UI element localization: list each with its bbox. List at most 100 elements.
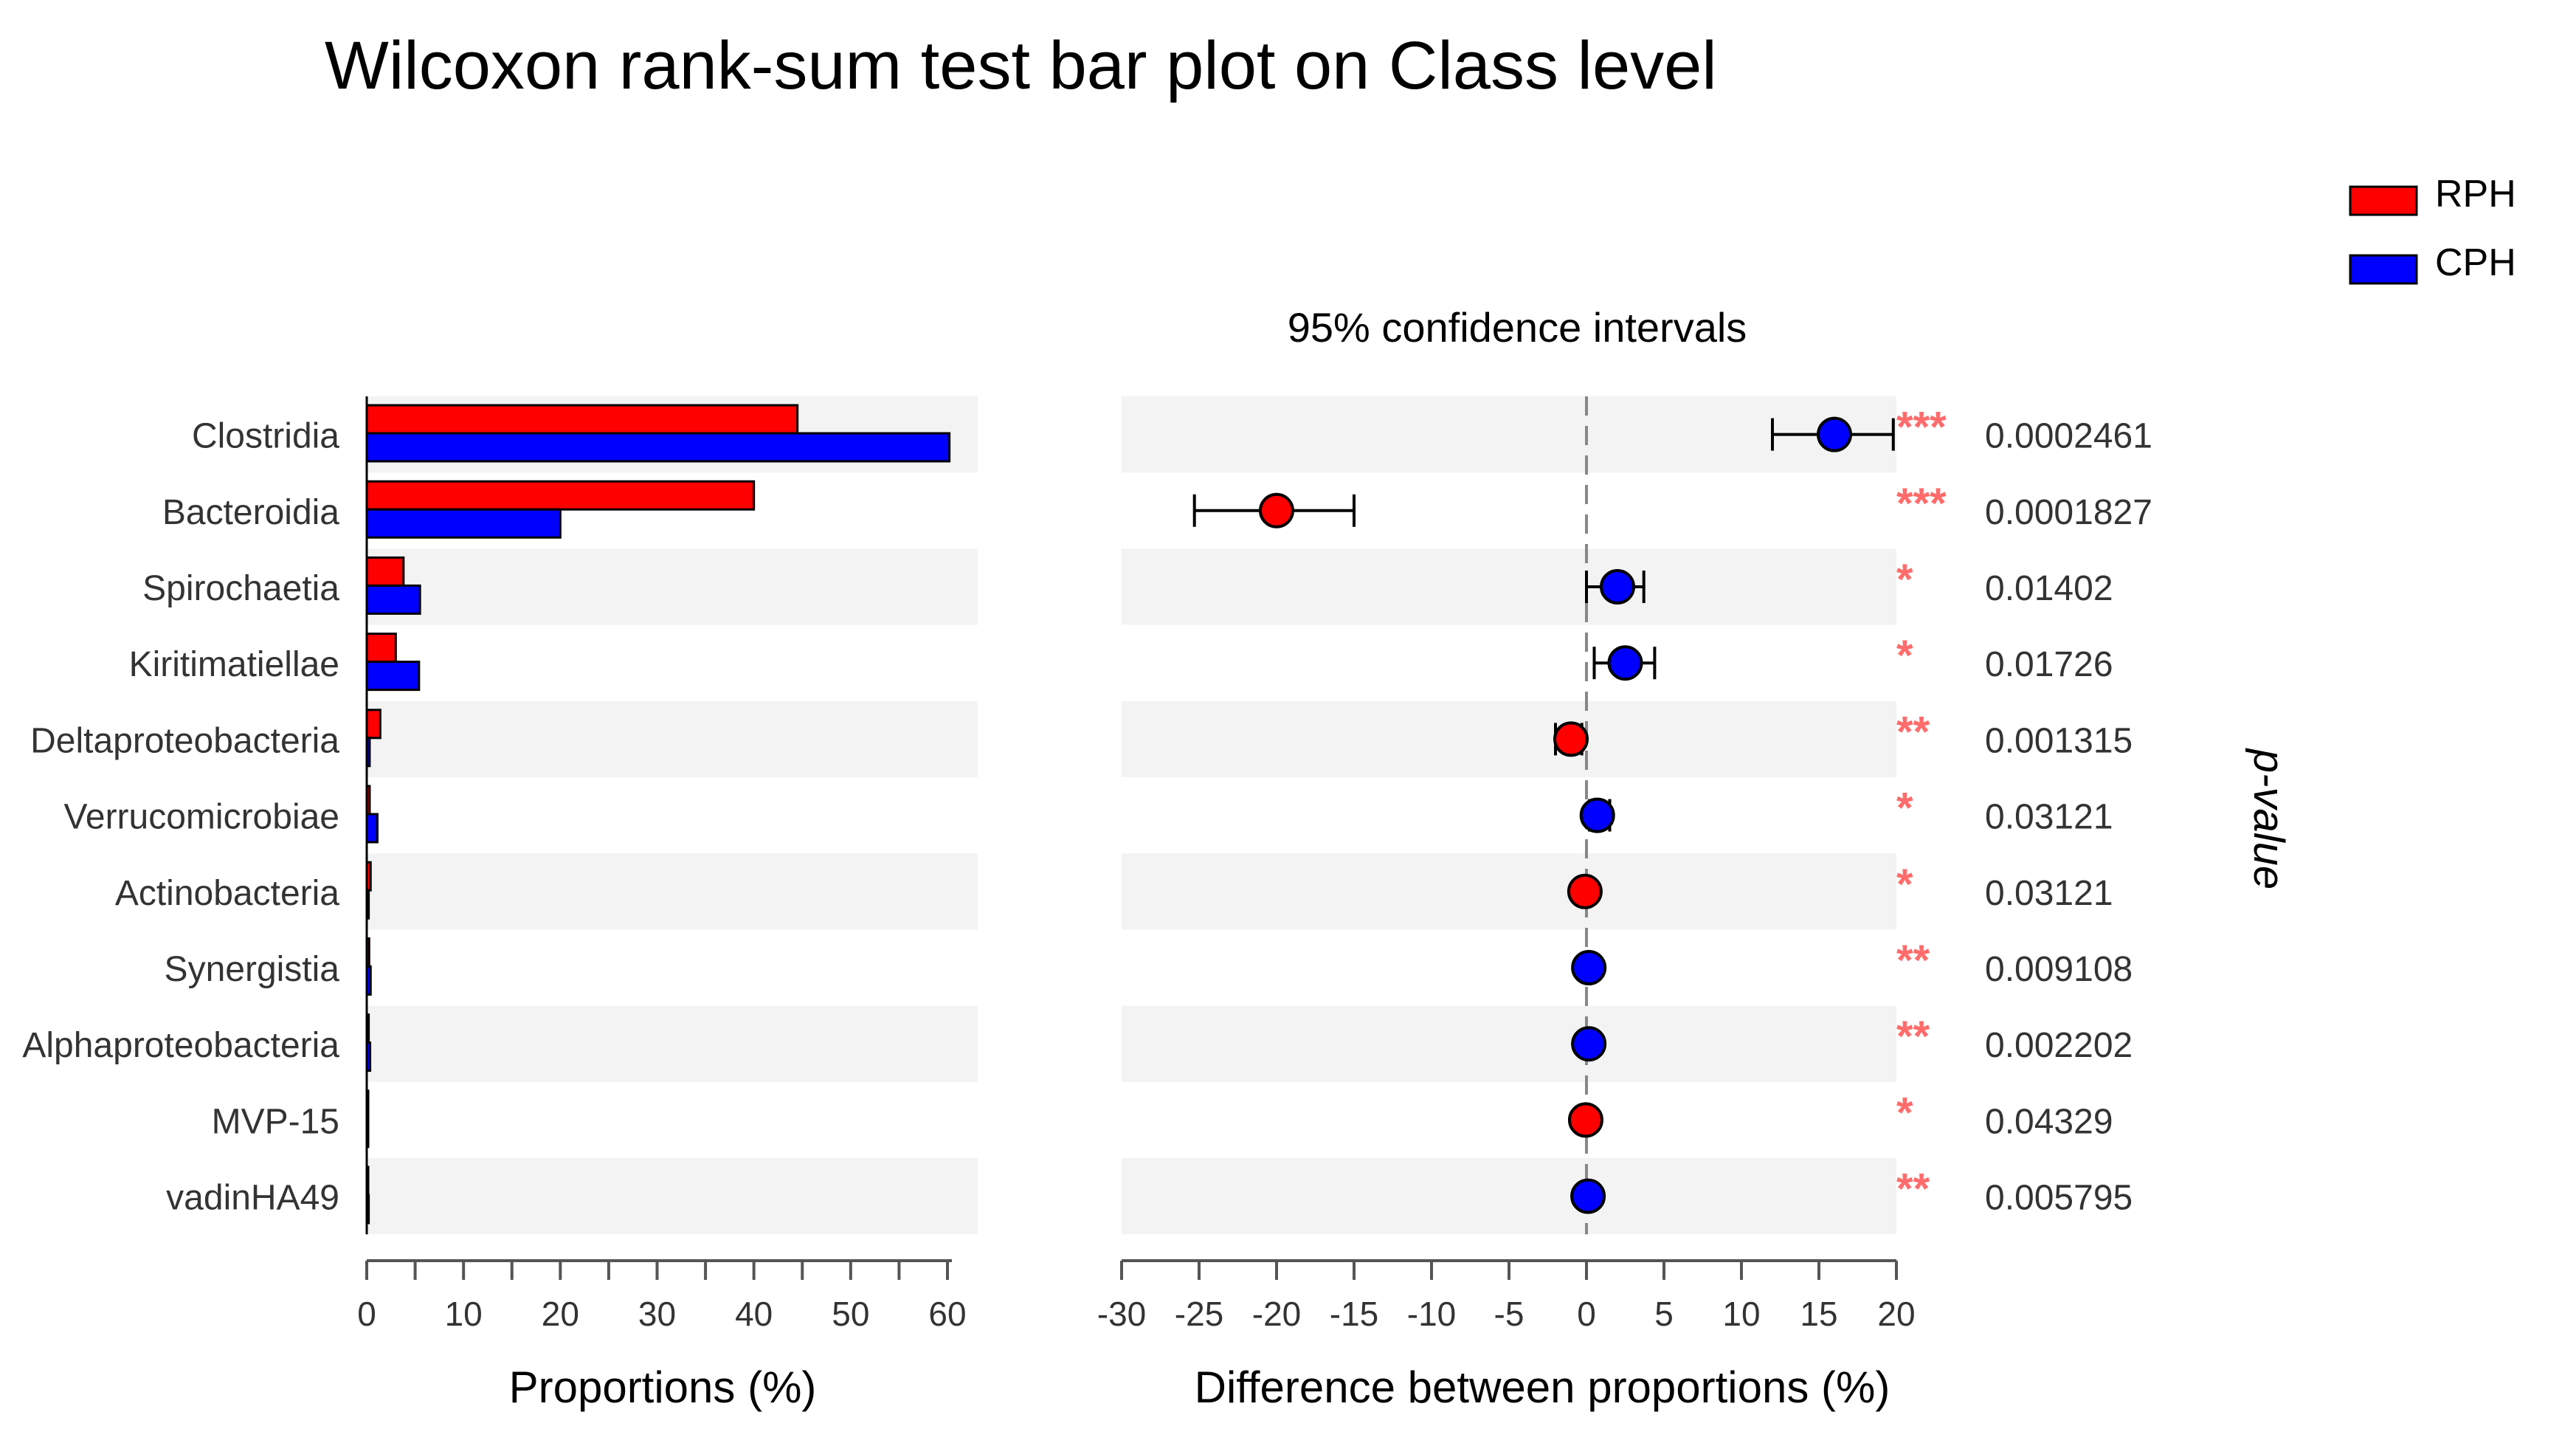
ci-x-axis: -30 -25 -20 -15 -10 -5 0 5 10 15 20 xyxy=(1097,1259,1916,1333)
ci-point-group xyxy=(1567,1102,1603,1138)
p-value-labels: 0.0002461 0.0001827 0.01402 0.01726 0.001315… xyxy=(1985,417,2152,1218)
ci-row-band xyxy=(1122,853,1896,930)
bar-tick-label: 50 xyxy=(832,1295,869,1333)
bar-tick-label: 0 xyxy=(357,1295,376,1333)
ci-point xyxy=(1571,1026,1607,1062)
significance-stars: ** xyxy=(1896,937,1930,985)
ci-row-band xyxy=(1122,1158,1896,1235)
ci-point xyxy=(1817,416,1852,452)
p-value: 0.005795 xyxy=(1985,1179,2133,1218)
bar-row-band xyxy=(367,853,978,930)
category-label: Bacteroidia xyxy=(162,493,339,532)
bar-cph xyxy=(365,508,562,539)
ci-tick-label: -5 xyxy=(1494,1295,1524,1333)
ci-panel-bands xyxy=(1122,396,1896,1235)
ci-point-group xyxy=(1571,950,1607,985)
p-value: 0.01402 xyxy=(1985,569,2113,608)
bar-x-axis: 0 10 20 30 40 50 60 xyxy=(357,396,967,1333)
ci-tick-label: -10 xyxy=(1407,1295,1456,1333)
category-label: Verrucomicrobiae xyxy=(64,798,340,837)
bar-row-band xyxy=(367,548,978,625)
bar-x-label: Proportions (%) xyxy=(509,1363,817,1412)
category-label: Actinobacteria xyxy=(115,874,339,913)
category-label: Kiritimatiellae xyxy=(129,645,339,684)
category-label: Clostridia xyxy=(192,417,339,456)
ci-point xyxy=(1600,569,1635,605)
bar-rph xyxy=(365,480,756,511)
p-value: 0.04329 xyxy=(1985,1102,2113,1141)
p-value: 0.009108 xyxy=(1985,950,2133,989)
significance-stars: * xyxy=(1896,785,1913,833)
ci-point xyxy=(1571,950,1607,985)
ci-marks xyxy=(1192,416,1895,1214)
category-label: vadinHA49 xyxy=(166,1179,339,1218)
significance-stars: ** xyxy=(1896,1165,1930,1213)
p-value: 0.03121 xyxy=(1985,874,2113,913)
significance-stars: *** xyxy=(1896,480,1947,528)
ci-point xyxy=(1570,1178,1606,1214)
p-value: 0.002202 xyxy=(1985,1026,2133,1065)
p-value: 0.03121 xyxy=(1985,798,2113,837)
ci-point-group xyxy=(1592,645,1657,681)
ci-row-band xyxy=(1122,1005,1896,1082)
bar-row-band xyxy=(367,1158,978,1235)
ci-tick-label: -20 xyxy=(1252,1295,1301,1333)
category-labels: Clostridia Bacteroidia Spirochaetia Kiritim… xyxy=(22,417,339,1218)
ci-point-group xyxy=(1571,1026,1607,1062)
ci-x-label: Difference between proportions (%) xyxy=(1195,1363,1890,1412)
category-label: Spirochaetia xyxy=(142,569,339,608)
bar-tick-label: 20 xyxy=(542,1295,579,1333)
ci-row-band xyxy=(1122,548,1896,625)
ci-point-group xyxy=(1771,416,1895,452)
ci-tick-label: -25 xyxy=(1175,1295,1223,1333)
ci-title: 95% confidence intervals xyxy=(1288,304,1747,351)
bar-tick-label: 10 xyxy=(445,1295,483,1333)
bar-row-band xyxy=(367,700,978,777)
bar-cph xyxy=(365,584,421,615)
bar-rph xyxy=(365,404,799,435)
ci-point-group xyxy=(1567,873,1603,909)
chart-title: Wilcoxon rank-sum test bar plot on Class… xyxy=(325,28,1717,103)
bar-rph xyxy=(365,709,381,740)
p-value: 0.0002461 xyxy=(1985,417,2152,456)
legend: RPH CPH xyxy=(2349,173,2516,285)
bar-cph xyxy=(365,661,421,692)
significance-stars: * xyxy=(1896,1089,1913,1137)
ci-point xyxy=(1259,492,1294,528)
bar-cph xyxy=(365,813,379,844)
ci-tick-label: 20 xyxy=(1877,1295,1915,1333)
bar-rph xyxy=(365,633,397,664)
ci-tick-label: 10 xyxy=(1722,1295,1760,1333)
bar-tick-label: 30 xyxy=(638,1295,676,1333)
ci-tick-label: -30 xyxy=(1097,1295,1146,1333)
ci-point-group xyxy=(1579,797,1615,833)
significance-stars: * xyxy=(1896,632,1913,680)
ci-tick-label: 5 xyxy=(1654,1295,1674,1333)
ci-point xyxy=(1567,873,1603,909)
significance-stars: * xyxy=(1896,861,1913,909)
bar-cph xyxy=(365,432,951,463)
category-label: Deltaproteobacteria xyxy=(30,721,339,760)
ci-point-group xyxy=(1553,721,1589,757)
ci-point-group xyxy=(1570,1178,1606,1214)
p-value: 0.001315 xyxy=(1985,721,2133,760)
ci-point xyxy=(1567,1102,1603,1138)
ci-row-band xyxy=(1122,396,1896,473)
ci-tick-label: 0 xyxy=(1577,1295,1596,1333)
bar-tick-label: 40 xyxy=(735,1295,773,1333)
significance-stars: ** xyxy=(1896,708,1930,756)
ci-point xyxy=(1553,721,1589,757)
ci-row-band xyxy=(1122,700,1896,777)
p-value: 0.01726 xyxy=(1985,645,2113,684)
bar-tick-label: 60 xyxy=(928,1295,966,1333)
ci-tick-label: 15 xyxy=(1800,1295,1837,1333)
ci-point xyxy=(1607,645,1643,681)
legend-label-cph: CPH xyxy=(2435,241,2516,284)
ci-point-group xyxy=(1585,569,1646,605)
bar-rph xyxy=(365,556,405,587)
significance-stars: ** xyxy=(1896,1013,1930,1061)
legend-label-rph: RPH xyxy=(2435,173,2516,216)
ci-point xyxy=(1579,797,1615,833)
bar-panel-bands xyxy=(367,396,978,1235)
